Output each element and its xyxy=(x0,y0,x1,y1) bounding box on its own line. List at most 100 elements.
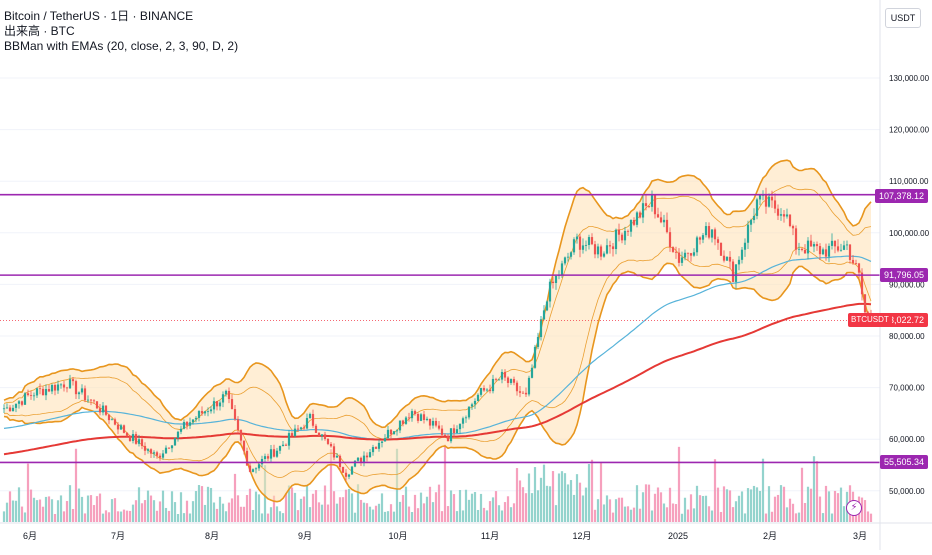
volume-bar xyxy=(134,500,138,522)
time-tick-label: 2025 xyxy=(668,531,688,541)
candle-body xyxy=(611,246,615,250)
volume-bar xyxy=(866,511,870,522)
candle-body xyxy=(860,272,864,295)
candle-body xyxy=(566,256,570,258)
candle-body xyxy=(194,417,198,420)
candle-body xyxy=(614,229,618,250)
volume-bar xyxy=(785,507,789,522)
candle-body xyxy=(851,259,855,264)
volume-bar xyxy=(299,498,303,522)
volume-bar xyxy=(341,497,345,522)
candle-body xyxy=(734,264,738,282)
candle-body xyxy=(701,235,705,240)
time-tick-label: 3月 xyxy=(853,531,867,541)
candle-body xyxy=(353,460,357,467)
volume-bar xyxy=(731,507,735,522)
candle-body xyxy=(584,244,588,246)
candle-body xyxy=(812,244,816,247)
candle-body xyxy=(410,411,414,419)
volume-bar xyxy=(662,503,666,522)
horizontal-levels[interactable] xyxy=(0,193,880,464)
volume-bar xyxy=(485,510,489,522)
candle-body xyxy=(335,455,339,458)
volume-bar xyxy=(197,485,201,522)
candle-body xyxy=(35,388,39,396)
volume-bar xyxy=(191,501,195,522)
candle-body xyxy=(605,245,609,254)
volume-bar xyxy=(143,500,147,522)
candle-body xyxy=(74,381,78,395)
volume-bar xyxy=(62,511,66,522)
candle-body xyxy=(380,441,384,443)
candle-body xyxy=(590,237,594,245)
volume-bar xyxy=(773,496,777,522)
lightning-icon[interactable]: ⚡ xyxy=(846,500,862,516)
candle-body xyxy=(341,467,345,473)
candle-body xyxy=(200,411,204,414)
candle-body xyxy=(575,236,579,240)
volume-bar xyxy=(116,511,120,522)
candle-body xyxy=(677,252,681,263)
candle-body xyxy=(266,456,270,459)
candles[interactable] xyxy=(2,187,873,481)
candle-body xyxy=(62,384,66,388)
volume-bar xyxy=(863,500,867,522)
price-tick-label: 120,000.00 xyxy=(889,126,930,135)
volume-bar xyxy=(779,485,783,522)
candle-body xyxy=(608,245,612,247)
candle-body xyxy=(338,455,342,468)
volume-bar xyxy=(83,513,87,522)
volume-bar xyxy=(566,484,570,522)
price-tick-label: 70,000.00 xyxy=(889,384,925,393)
volume-bar xyxy=(5,502,9,522)
volume-bar xyxy=(440,511,444,522)
candle-body xyxy=(422,414,426,420)
volume-bar xyxy=(560,471,564,522)
candle-body xyxy=(416,413,420,421)
candle-body xyxy=(437,425,441,429)
candle-body xyxy=(488,389,492,392)
candle-body xyxy=(203,411,207,414)
candle-body xyxy=(107,414,111,421)
candle-body xyxy=(551,281,555,283)
currency-button[interactable]: USDT xyxy=(885,8,921,28)
volume-bar xyxy=(758,490,762,522)
volume-bar xyxy=(842,506,846,522)
volume-bar xyxy=(737,495,741,522)
candle-body xyxy=(359,457,363,463)
candle-body xyxy=(644,203,648,206)
candle-body xyxy=(347,474,351,477)
volume-bar xyxy=(149,495,153,522)
volume-bar xyxy=(707,506,711,522)
volume-bar xyxy=(335,503,339,522)
volume-legend[interactable]: 出来高 · BTC xyxy=(4,24,75,38)
candle-body xyxy=(407,417,411,419)
time-axis[interactable]: 6月 7月 8月 9月 10月 11月 12月 2025 2月 3月 xyxy=(23,531,867,541)
candle-body xyxy=(191,419,195,423)
ema-long-line xyxy=(3,302,872,456)
volume-bar xyxy=(836,493,840,522)
volume-bar xyxy=(179,492,183,522)
volume-bar xyxy=(824,485,828,522)
candle-body xyxy=(296,428,300,430)
candle-body xyxy=(836,246,840,251)
candle-body xyxy=(149,449,153,454)
indicator-legend[interactable]: BBMan with EMAs (20, close, 2, 3, 90, D,… xyxy=(4,39,239,53)
volume-bar xyxy=(515,468,519,522)
candle-body xyxy=(593,244,597,255)
candle-body xyxy=(689,253,693,256)
symbol-title[interactable]: Bitcoin / TetherUS · 1日 · BINANCE xyxy=(4,9,194,23)
volume-bar xyxy=(161,490,165,522)
candle-body xyxy=(47,389,51,392)
candle-body xyxy=(218,402,222,407)
candle-body xyxy=(707,226,711,238)
candle-body xyxy=(245,450,249,466)
volume-bar xyxy=(173,502,177,522)
candle-body xyxy=(17,401,21,404)
volume-bar xyxy=(80,496,84,522)
volume-bar xyxy=(650,510,654,522)
volume-bar xyxy=(338,497,342,522)
